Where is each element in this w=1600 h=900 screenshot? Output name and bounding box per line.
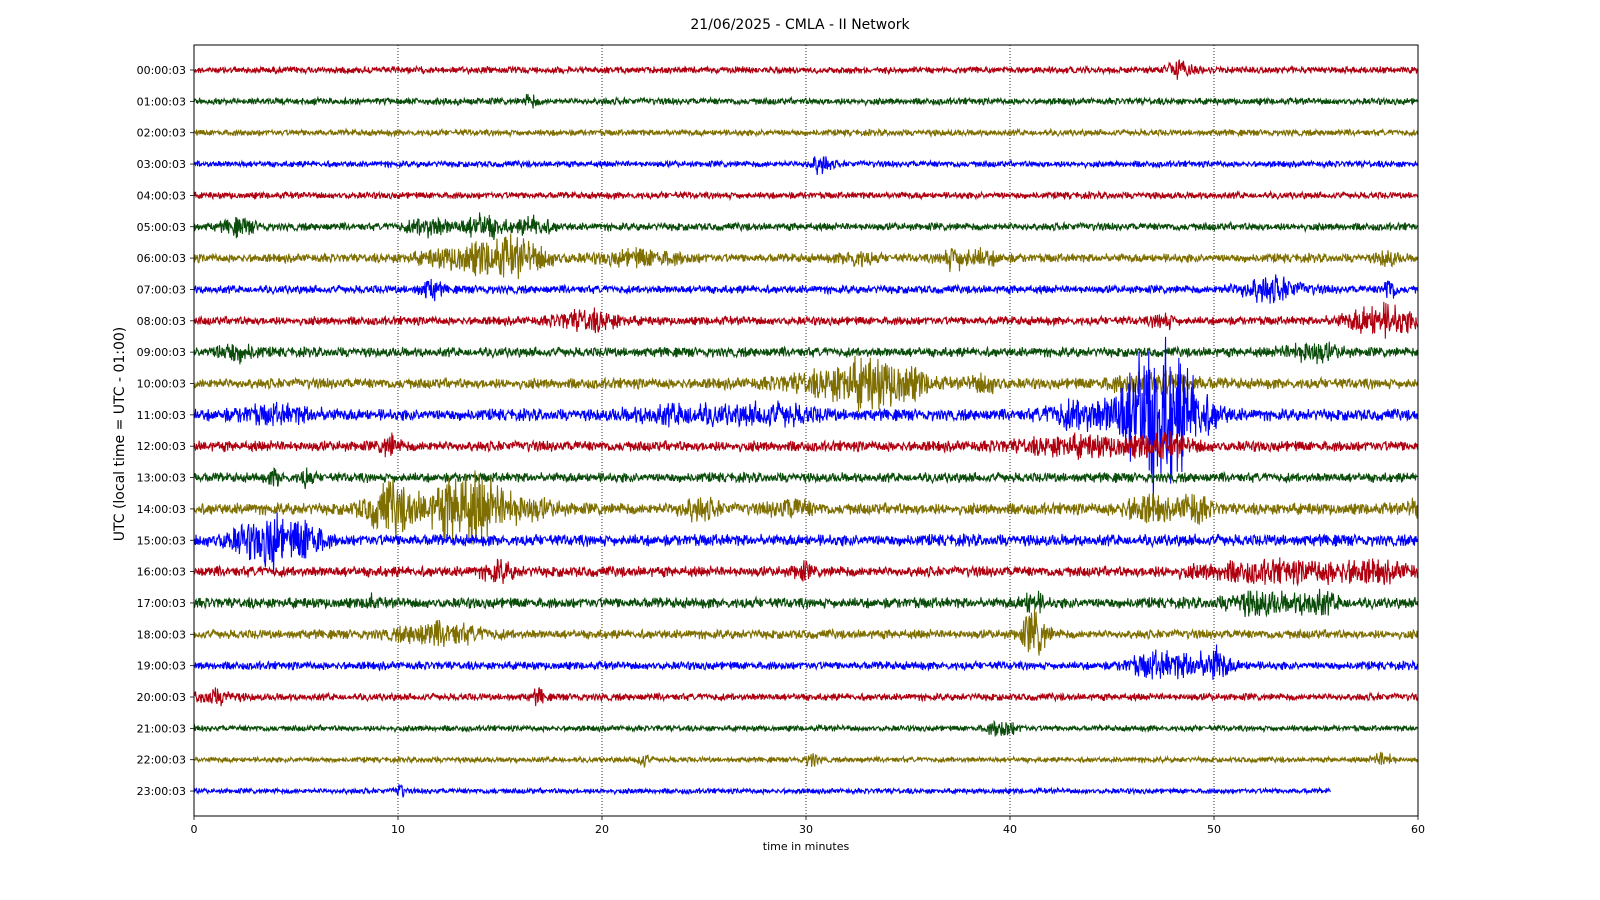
plot-frame <box>193 44 1419 817</box>
y-tick-label: 02:00:03 <box>137 127 186 140</box>
y-tick-label: 14:00:03 <box>137 503 186 516</box>
seismic-trace <box>193 588 1419 618</box>
x-tick-label: 30 <box>799 823 813 836</box>
y-tick-label: 05:00:03 <box>137 221 186 234</box>
seismic-trace <box>193 751 1419 769</box>
seismic-trace <box>193 94 1419 109</box>
seismic-trace <box>193 719 1419 737</box>
y-tick-label: 06:00:03 <box>137 252 186 265</box>
traces <box>193 59 1419 798</box>
seismic-trace <box>193 467 1419 489</box>
y-tick-label: 03:00:03 <box>137 158 186 171</box>
seismic-trace <box>193 212 1419 240</box>
y-tick-label: 08:00:03 <box>137 315 186 328</box>
x-tick-label: 50 <box>1207 823 1221 836</box>
y-tick-label: 22:00:03 <box>137 754 186 767</box>
y-tick-label: 12:00:03 <box>137 440 186 453</box>
seismic-trace <box>193 512 1419 574</box>
y-tick-label: 15:00:03 <box>137 534 186 547</box>
x-tick-label: 0 <box>191 823 198 836</box>
seismic-trace <box>193 156 1419 175</box>
x-axis-label: time in minutes <box>763 840 850 853</box>
seismic-trace <box>193 644 1419 680</box>
y-tick-label: 19:00:03 <box>137 660 186 673</box>
x-tick-label: 60 <box>1411 823 1425 836</box>
seismic-trace <box>193 233 1419 280</box>
y-tick-label: 04:00:03 <box>137 189 186 202</box>
y-tick-label: 09:00:03 <box>137 346 186 359</box>
x-tick-label: 40 <box>1003 823 1017 836</box>
y-tick-label: 21:00:03 <box>137 722 186 735</box>
seismic-trace <box>193 274 1419 304</box>
seismic-trace <box>193 470 1419 545</box>
seismic-trace <box>193 341 1419 365</box>
y-tick-label: 10:00:03 <box>137 378 186 391</box>
y-tick-label: 01:00:03 <box>137 95 186 108</box>
y-tick-label: 11:00:03 <box>137 409 186 422</box>
chart-title: 21/06/2025 - CMLA - II Network <box>690 17 910 33</box>
seismic-trace <box>193 189 1419 202</box>
seismic-trace <box>193 355 1419 412</box>
seismic-trace <box>193 431 1419 460</box>
grid-lines <box>397 45 1215 816</box>
y-axis-label: UTC (local time = UTC - 01:00) <box>112 327 128 542</box>
y-tick-label: 23:00:03 <box>137 785 186 798</box>
seismic-trace <box>193 59 1419 80</box>
y-tick-label: 07:00:03 <box>137 283 186 296</box>
x-ticks: 0 10 20 30 40 50 60 <box>191 816 1425 836</box>
y-tick-label: 20:00:03 <box>137 691 186 704</box>
seismic-trace <box>193 301 1419 339</box>
y-tick-label: 13:00:03 <box>137 472 186 485</box>
seismic-trace <box>193 609 1419 656</box>
seismic-trace <box>193 557 1419 587</box>
seismic-trace <box>193 336 1419 499</box>
y-tick-label: 16:00:03 <box>137 566 186 579</box>
x-tick-label: 10 <box>391 823 405 836</box>
y-ticks: 00:00:03 01:00:03 02:00:03 03:00:03 04:00:03… <box>137 64 194 798</box>
y-tick-label: 00:00:03 <box>137 64 186 77</box>
seismic-trace <box>193 687 1419 707</box>
seismic-trace <box>193 127 1419 139</box>
x-tick-label: 20 <box>595 823 609 836</box>
y-tick-label: 17:00:03 <box>137 597 186 610</box>
seismic-trace <box>193 784 1331 798</box>
y-tick-label: 18:00:03 <box>137 628 186 641</box>
